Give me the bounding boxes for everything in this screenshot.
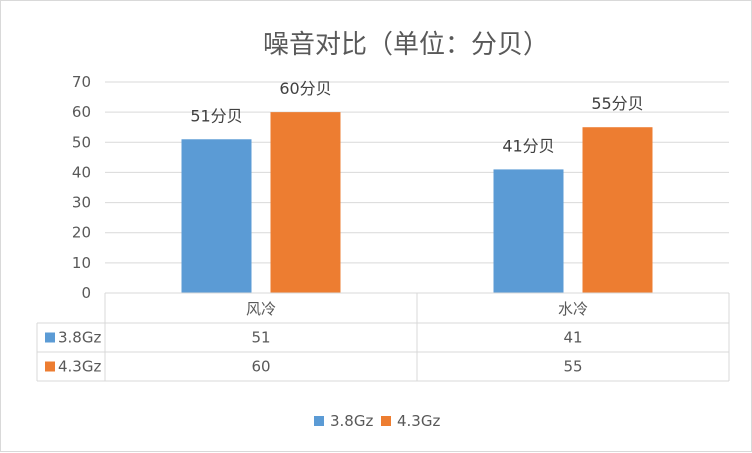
table-cell-4.3Gz-水冷: 55 — [563, 358, 582, 376]
y-tick-label-10: 10 — [72, 254, 91, 272]
legend-key-4.3Gz — [381, 416, 391, 426]
y-tick-label-60: 60 — [72, 103, 91, 121]
y-tick-label-0: 0 — [81, 284, 91, 302]
table-cell-4.3Gz-风冷: 60 — [251, 358, 270, 376]
chart-title: 噪音对比（单位：分贝） — [263, 30, 549, 60]
legend: 3.8Gz 4.3Gz — [314, 412, 440, 430]
y-tick-label-50: 50 — [72, 133, 91, 151]
data-table: 风冷 水冷 3.8Gz 51 41 4.3Gz 60 55 — [36, 292, 730, 382]
bar-4.3Gz-风冷 — [270, 112, 341, 294]
table-key-4.3Gz — [45, 361, 55, 372]
y-axis: 0 10 20 30 40 50 60 70 — [72, 73, 91, 302]
legend-key-3.8Gz — [314, 416, 324, 426]
data-labels: 51分贝 41分贝 60分贝 55分贝 — [190, 79, 643, 155]
table-header-水冷: 水冷 — [558, 300, 588, 318]
table-series-name-3.8Gz: 3.8Gz — [58, 329, 101, 347]
y-tick-label-20: 20 — [72, 224, 91, 242]
table-series-name-4.3Gz: 4.3Gz — [58, 358, 101, 376]
table-cell-3.8Gz-风冷: 51 — [251, 329, 270, 347]
bars — [181, 112, 653, 294]
table-header-风冷: 风冷 — [246, 300, 276, 318]
bar-3.8Gz-风冷 — [181, 139, 252, 293]
bar-4.3Gz-水冷 — [582, 127, 653, 293]
table-key-3.8Gz — [45, 332, 55, 343]
data-label-4.3Gz-水冷: 55分贝 — [591, 94, 643, 113]
bar-3.8Gz-水冷 — [493, 169, 564, 293]
y-tick-label-70: 70 — [72, 73, 91, 91]
data-label-3.8Gz-水冷: 41分贝 — [502, 136, 554, 155]
legend-label-4.3Gz: 4.3Gz — [397, 412, 440, 430]
data-label-4.3Gz-风冷: 60分贝 — [279, 79, 331, 98]
legend-label-3.8Gz: 3.8Gz — [330, 412, 373, 430]
table-cell-3.8Gz-水冷: 41 — [563, 329, 582, 347]
y-tick-label-30: 30 — [72, 194, 91, 212]
data-label-3.8Gz-风冷: 51分贝 — [190, 106, 242, 125]
y-tick-label-40: 40 — [72, 163, 91, 181]
